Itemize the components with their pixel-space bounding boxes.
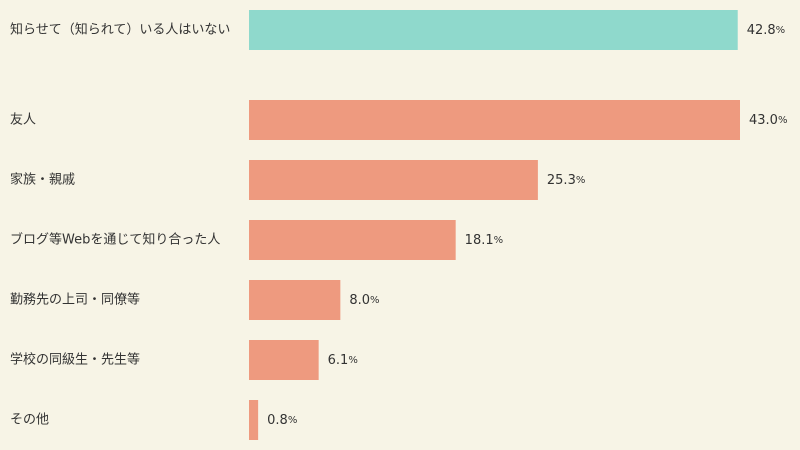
value-number: 43.0 (749, 113, 778, 128)
value-unit: % (494, 235, 504, 246)
bar (249, 340, 319, 380)
value-number: 18.1 (465, 233, 494, 248)
value-label: 18.1% (465, 233, 503, 248)
category-label: 学校の同級生・先生等 (10, 352, 140, 368)
value-unit: % (288, 415, 298, 426)
value-unit: % (576, 175, 586, 186)
value-label: 25.3% (547, 173, 585, 188)
value-number: 8.0 (349, 293, 370, 308)
category-label: その他 (10, 413, 49, 428)
category-label: ブログ等Webを通じて知り合った人 (10, 232, 220, 248)
value-unit: % (370, 295, 380, 306)
category-label: 勤務先の上司・同僚等 (10, 292, 140, 308)
category-label: 友人 (10, 112, 36, 128)
value-number: 42.8 (747, 23, 776, 38)
value-label: 0.8% (267, 413, 297, 428)
value-unit: % (778, 115, 788, 126)
bar (249, 280, 341, 320)
value-label: 8.0% (349, 293, 379, 308)
value-unit: % (348, 355, 358, 366)
category-label: 家族・親戚 (10, 172, 75, 188)
value-label: 42.8% (747, 23, 785, 38)
bar (249, 160, 538, 200)
bar (249, 400, 259, 440)
bar (249, 100, 740, 140)
value-label: 43.0% (749, 113, 787, 128)
bar-highlighted (249, 10, 738, 50)
bar (249, 220, 456, 260)
value-label: 6.1% (328, 353, 358, 368)
value-number: 25.3 (547, 173, 576, 188)
value-number: 0.8 (267, 413, 288, 428)
value-unit: % (776, 25, 786, 36)
value-number: 6.1 (328, 353, 349, 368)
category-label: 知らせて（知られて）いる人はいない (10, 22, 230, 38)
